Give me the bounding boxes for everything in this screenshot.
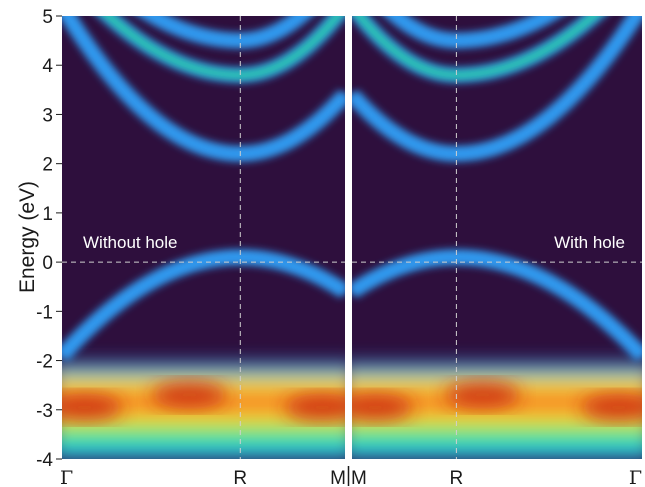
- y-tick-label: -4: [36, 450, 53, 471]
- y-tick-label: 5: [42, 7, 53, 28]
- y-tick-label: 4: [42, 56, 53, 77]
- band-conduction-1: [352, 16, 640, 157]
- dense-hotspot: [580, 393, 642, 422]
- dense-hotspot: [151, 381, 228, 410]
- band-conduction-1: [64, 16, 345, 157]
- dense-hotspot: [284, 393, 345, 422]
- x-tick-label: M: [351, 468, 367, 487]
- band-conduction-3: [147, 16, 306, 44]
- chart-axes: 5 4 3 2 1 0 -1 -2 -3 -4 Γ R M M R Γ: [36, 7, 642, 487]
- panel-with-hole: [352, 16, 642, 459]
- x-tick-label: M: [330, 468, 346, 487]
- y-tick-label: 0: [42, 253, 53, 274]
- panel-without-hole: [62, 16, 345, 459]
- y-tick-label: 2: [42, 155, 53, 176]
- y-tick-label: -3: [36, 401, 53, 422]
- y-tick-label: -2: [36, 352, 53, 373]
- band-valence-top: [62, 254, 345, 358]
- x-tick-label: Γ: [629, 467, 642, 487]
- x-tick-label: Γ: [60, 467, 73, 487]
- panel-label-with-hole: With hole: [554, 233, 625, 252]
- y-axis-label: Energy (eV): [16, 181, 39, 293]
- band-conduction-3: [391, 16, 554, 44]
- dense-hotspot: [352, 393, 414, 422]
- y-tick-label: 3: [42, 105, 53, 126]
- y-tick-label: 1: [42, 204, 53, 225]
- dense-hotspot: [444, 381, 521, 410]
- band-conduction-2: [355, 16, 599, 79]
- x-tick-label: R: [233, 468, 247, 487]
- band-conduction-2: [104, 16, 342, 79]
- panel-label-without-hole: Without hole: [83, 233, 178, 252]
- x-tick-label: R: [450, 468, 464, 487]
- dense-hotspot: [62, 393, 123, 422]
- chart-overlay: [62, 16, 642, 459]
- y-tick-label: -1: [36, 302, 53, 323]
